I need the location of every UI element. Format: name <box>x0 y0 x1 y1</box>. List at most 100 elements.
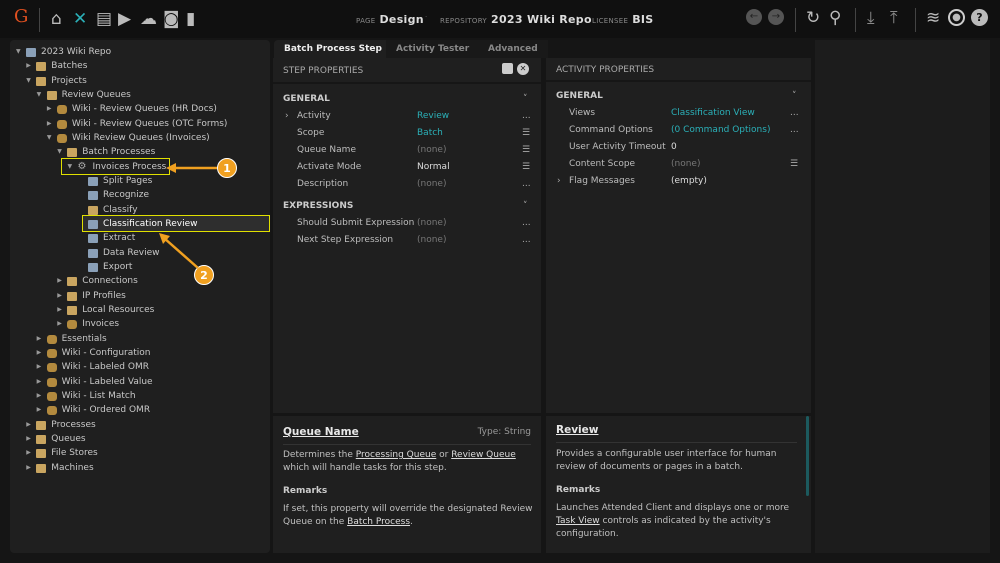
bar-chart-icon[interactable]: ▮ <box>186 9 196 29</box>
tree-item[interactable]: ▼ Review Queues <box>10 88 268 102</box>
tools-icon[interactable]: ✕ <box>73 9 88 29</box>
tree-item[interactable]: Split Pages <box>10 174 268 188</box>
tree-item[interactable]: Export <box>10 260 268 274</box>
upload-icon[interactable]: ⤒ <box>890 8 898 28</box>
ellipsis-button[interactable]: ... <box>522 179 531 189</box>
expanded-arrow-icon[interactable]: ▼ <box>26 76 31 84</box>
collapsed-arrow-icon[interactable]: ▶ <box>26 420 31 428</box>
collapsed-arrow-icon[interactable]: ▶ <box>36 406 42 414</box>
briefcase-clock-icon[interactable]: ◙ <box>163 9 180 29</box>
collapsed-arrow-icon[interactable]: ▶ <box>36 377 42 385</box>
collapsed-arrow-icon[interactable]: ▶ <box>57 305 62 313</box>
expand-arrow-icon[interactable]: › <box>285 111 289 121</box>
tree-item[interactable]: ▶ Wiki - Review Queues (HR Docs) <box>10 102 268 116</box>
download-icon[interactable]: ⤓ <box>867 8 875 28</box>
cloud-upload-icon[interactable]: ☁ <box>140 9 157 29</box>
collapsed-arrow-icon[interactable]: ▶ <box>26 434 31 442</box>
chevron-down-icon[interactable]: ˅ <box>523 94 528 104</box>
collapsed-arrow-icon[interactable]: ▶ <box>26 463 31 471</box>
tree-item[interactable]: ▼ Wiki Review Queues (Invoices) <box>10 131 268 145</box>
expanded-arrow-icon[interactable]: ▼ <box>36 90 42 98</box>
collapsed-arrow-icon[interactable]: ▶ <box>36 334 42 342</box>
chevron-down-icon[interactable]: ˅ <box>792 91 797 101</box>
property-value[interactable]: Review <box>417 111 450 121</box>
collapsed-arrow-icon[interactable]: ▶ <box>36 391 42 399</box>
tree-item[interactable]: ▶ Essentials <box>10 332 268 346</box>
collapsed-arrow-icon[interactable]: ▶ <box>46 105 52 113</box>
processing-queue-link[interactable]: Processing Queue <box>355 450 437 460</box>
tree-item[interactable]: ▶ Batches <box>10 59 268 73</box>
tree-item[interactable]: ▶ File Stores <box>10 446 268 460</box>
back-icon[interactable]: ← <box>746 9 762 25</box>
property-value[interactable]: Classification View <box>671 108 755 118</box>
tree-item[interactable]: Recognize <box>10 188 268 202</box>
expanded-arrow-icon[interactable]: ▼ <box>16 48 21 55</box>
collapsed-arrow-icon[interactable]: ▶ <box>26 449 31 457</box>
ellipsis-button[interactable]: ... <box>790 125 799 135</box>
collapsed-arrow-icon[interactable]: ▶ <box>57 291 62 299</box>
search-icon[interactable]: ⚲ <box>829 8 842 28</box>
ellipsis-button[interactable]: ... <box>522 218 531 228</box>
tab-advanced[interactable]: Advanced <box>478 40 548 58</box>
tree-item[interactable]: ▶ Wiki - Ordered OMR <box>10 403 268 417</box>
expanded-arrow-icon[interactable]: ▼ <box>57 148 62 156</box>
tree-item[interactable]: ▼ ⚙ Invoices Process <box>10 160 268 174</box>
tree-item[interactable]: ▶ Wiki - Configuration <box>10 346 268 360</box>
batch-process-link[interactable]: Batch Process <box>347 517 411 527</box>
tree-item[interactable]: ▶ Wiki - Labeled OMR <box>10 360 268 374</box>
expanded-arrow-icon[interactable]: ▼ <box>67 162 73 170</box>
refresh-icon[interactable]: ↻ <box>806 8 821 28</box>
list-button[interactable]: ☰ <box>522 145 531 155</box>
forward-icon[interactable]: → <box>768 9 784 25</box>
list-button[interactable]: ☰ <box>790 159 799 169</box>
tree-item[interactable]: ▶ Wiki - List Match <box>10 389 268 403</box>
close-icon[interactable]: ✕ <box>517 63 529 75</box>
tree-item[interactable]: ▼ Batch Processes <box>10 145 268 159</box>
tree-item[interactable]: ▶ IP Profiles <box>10 289 268 303</box>
tree-item[interactable]: ▶ Queues <box>10 432 268 446</box>
expanded-arrow-icon[interactable]: ▼ <box>46 133 52 141</box>
tab-activity-tester[interactable]: Activity Tester <box>386 40 480 58</box>
scrollbar[interactable] <box>806 416 809 496</box>
tree-item[interactable]: Extract <box>10 231 268 245</box>
media-icon[interactable]: ▶ <box>118 9 132 29</box>
tree-item[interactable]: ▼ 2023 Wiki Repo <box>10 45 268 59</box>
chevron-down-icon[interactable]: ˅ <box>523 201 528 211</box>
list-button[interactable]: ☰ <box>522 128 531 138</box>
tree-item[interactable]: Classification Review <box>10 217 268 231</box>
general-section-header[interactable]: GENERAL <box>283 94 330 104</box>
tree-item[interactable]: ▶ Wiki - Labeled Value <box>10 375 268 389</box>
archive-icon[interactable]: ▤ <box>96 9 113 29</box>
tree-item[interactable]: ▼ Projects <box>10 74 268 88</box>
tab-batch-process-step[interactable]: Batch Process Step <box>274 40 392 58</box>
task-view-link[interactable]: Task View <box>556 516 600 526</box>
tree-item[interactable]: ▶ Connections <box>10 274 268 288</box>
tree-item[interactable]: ▶ Machines <box>10 461 268 475</box>
home-icon[interactable]: ⌂ <box>51 9 62 29</box>
user-icon[interactable]: ● <box>948 9 965 26</box>
tree-item[interactable]: ▶ Local Resources <box>10 303 268 317</box>
expressions-section-header[interactable]: EXPRESSIONS <box>283 201 354 211</box>
collapsed-arrow-icon[interactable]: ▶ <box>57 277 62 285</box>
help-icon[interactable]: ? <box>971 9 988 26</box>
general-section-header[interactable]: GENERAL <box>556 91 603 101</box>
list-button[interactable]: ☰ <box>522 162 531 172</box>
tree-item[interactable]: ▶ Invoices <box>10 317 268 331</box>
ellipsis-button[interactable]: ... <box>790 108 799 118</box>
property-value[interactable]: (0 Command Options) <box>671 125 771 135</box>
ellipsis-button[interactable]: ... <box>522 111 531 121</box>
ellipsis-button[interactable]: ... <box>522 235 531 245</box>
collapsed-arrow-icon[interactable]: ▶ <box>26 62 31 70</box>
expand-arrow-icon[interactable]: › <box>557 176 561 186</box>
tree-item[interactable]: Classify <box>10 203 268 217</box>
collapsed-arrow-icon[interactable]: ▶ <box>36 348 42 356</box>
collapsed-arrow-icon[interactable]: ▶ <box>36 363 42 371</box>
database-icon[interactable]: ≋ <box>926 8 941 28</box>
save-icon[interactable] <box>502 63 513 74</box>
tree-item[interactable]: ▶ Processes <box>10 418 268 432</box>
collapsed-arrow-icon[interactable]: ▶ <box>57 320 62 328</box>
review-queue-link[interactable]: Review Queue <box>451 450 516 460</box>
tree-item[interactable]: ▶ Wiki - Review Queues (OTC Forms) <box>10 117 268 131</box>
collapsed-arrow-icon[interactable]: ▶ <box>46 119 52 127</box>
property-value[interactable]: Batch <box>417 128 443 138</box>
